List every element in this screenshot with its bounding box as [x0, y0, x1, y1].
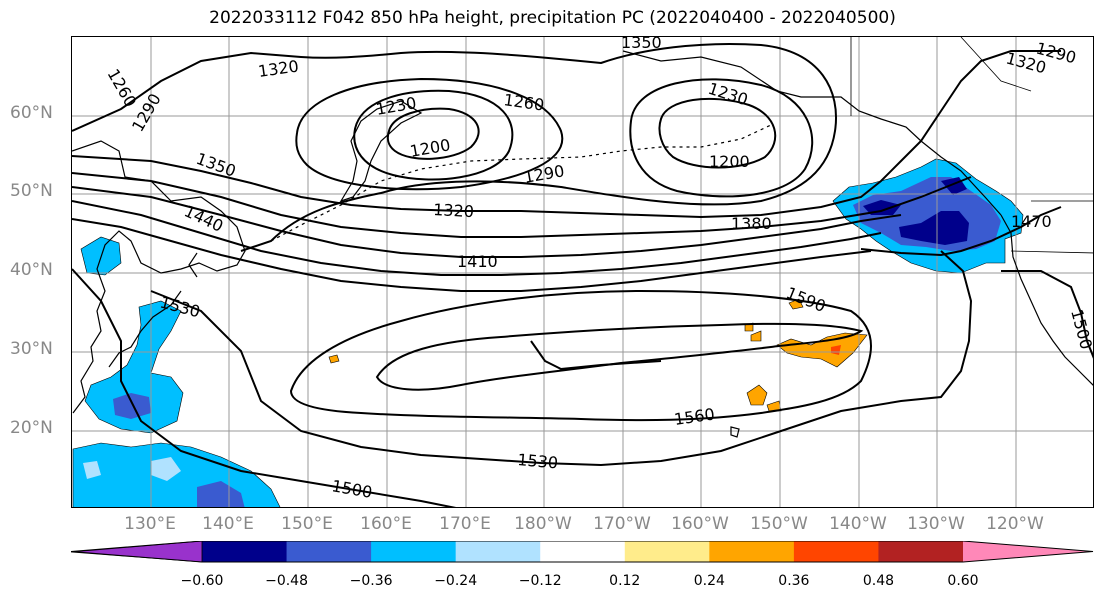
lon-label-150w: 150°W	[750, 514, 808, 534]
precip-positive-shading	[328, 298, 868, 412]
colorbar-tick-label: −0.12	[518, 573, 562, 589]
map-title: 2022033112 F042 850 hPa height, precipit…	[209, 8, 896, 28]
contour-1230-east	[629, 78, 814, 198]
contour-label: 1500	[1067, 307, 1094, 351]
coastlines	[72, 37, 1093, 438]
contour-label: 1230	[374, 93, 417, 119]
precip-area-ryukyu-light	[83, 457, 181, 481]
contour-1410	[72, 200, 882, 276]
colorbar-segment	[709, 541, 795, 562]
colorbar-segment	[793, 541, 879, 562]
contour-1590	[375, 322, 864, 391]
height-contours	[72, 42, 1093, 507]
contour-1350	[72, 172, 972, 238]
contour-label: 1530	[517, 450, 559, 472]
coast-north-america	[1000, 214, 1093, 386]
contour-1230-west	[353, 89, 514, 181]
colorbar-extend-high	[963, 541, 1093, 562]
contour-label: 1380	[731, 214, 772, 233]
contour-1530	[150, 250, 973, 467]
contour-label: 1470	[1011, 212, 1052, 231]
lat-label-60n: 60°N	[10, 103, 53, 123]
contour-1290	[72, 42, 837, 252]
lon-label-170e: 170°E	[439, 514, 491, 534]
colorbar-segment	[455, 541, 541, 562]
precip-area-hawaii-south	[746, 384, 782, 412]
contour-label: 1350	[621, 37, 662, 52]
colorbar-segments	[71, 541, 1094, 563]
colorbar-tick-label: −0.48	[265, 573, 308, 589]
contour-1500-east	[1001, 270, 1093, 359]
colorbar-tick-label: 0.60	[947, 573, 979, 589]
contour-label: 1260	[502, 90, 545, 114]
contour-1200-west	[386, 107, 480, 160]
contour-label: 1320	[433, 200, 475, 221]
map-plot: 1350 1320 1290 1260 1230 1200 1260 1290 …	[72, 37, 1094, 507]
contour-label: 1230	[706, 79, 751, 110]
lon-label-160e: 160°E	[360, 514, 412, 534]
colorbar-segment	[878, 541, 964, 562]
coast-japan	[108, 252, 198, 368]
colorbar-extend-low	[71, 541, 202, 562]
colorbar-segment	[286, 541, 372, 562]
coast-alaska	[622, 50, 1002, 216]
lat-label-50n: 50°N	[10, 181, 53, 201]
precip-area-ryukyu	[72, 442, 281, 507]
contour-label: 1260	[104, 66, 141, 111]
colorbar-tick-label: 0.12	[609, 573, 641, 589]
lon-label-150e: 150°E	[281, 514, 333, 534]
precip-area-japan-south-inner	[113, 393, 151, 419]
contour-1200-east	[658, 97, 777, 169]
precip-area-hawaii-northeast	[776, 332, 868, 368]
contour-1260-west	[295, 77, 564, 191]
map-panel: 1350 1320 1290 1260 1230 1200 1260 1290 …	[71, 36, 1094, 508]
contour-1320	[72, 50, 1061, 219]
colorbar-tick-label: 0.36	[778, 573, 810, 589]
lat-label-20n: 20°N	[10, 418, 53, 438]
contour-label: 1500	[330, 476, 373, 502]
precip-area-ryukyu-inner	[197, 481, 245, 507]
coast-hawaii	[730, 426, 740, 438]
lon-label-140e: 140°E	[202, 514, 254, 534]
colorbar	[71, 541, 1094, 563]
contour-label: 1320	[257, 56, 300, 80]
lon-label-120w: 120°W	[986, 514, 1044, 534]
colorbar-tick-label: 0.48	[862, 573, 895, 589]
precip-area-gulf-of-alaska-core	[863, 177, 969, 245]
contour-label: 1200	[709, 152, 750, 171]
contour-label: 1560	[673, 404, 716, 428]
colorbar-tick-label: −0.36	[349, 573, 393, 589]
contour-label: 1590	[784, 283, 829, 316]
contour-1440	[72, 218, 872, 292]
coast-asia	[72, 140, 246, 414]
coast-aleutians	[270, 124, 772, 242]
contour-label: 1410	[457, 252, 498, 271]
precip-area-hawaii-small	[328, 298, 804, 364]
lon-label-180w: 180°W	[514, 514, 572, 534]
lon-label-170w: 170°W	[593, 514, 651, 534]
contour-label: 1290	[522, 161, 565, 187]
lon-label-160w: 160°W	[671, 514, 729, 534]
colorbar-segment	[371, 541, 457, 562]
contour-1500	[72, 268, 457, 507]
colorbar-segment	[540, 541, 626, 562]
lon-label-130w: 130°W	[907, 514, 965, 534]
contour-1470	[860, 206, 1062, 257]
colorbar-tick-label: 0.24	[693, 573, 725, 589]
lon-label-140w: 140°W	[829, 514, 887, 534]
contour-label: 1350	[194, 149, 239, 181]
colorbar-segment	[202, 541, 288, 562]
lat-label-40n: 40°N	[10, 260, 53, 280]
lon-label-130e: 130°E	[124, 514, 176, 534]
coast-kamchatka	[339, 100, 423, 203]
colorbar-tick-label: −0.60	[180, 573, 224, 589]
lat-label-30n: 30°N	[10, 339, 53, 359]
coast-borders	[850, 37, 1093, 254]
contour-label: 1440	[181, 201, 226, 235]
colorbar-tick-label: −0.24	[434, 573, 478, 589]
colorbar-segment	[624, 541, 710, 562]
contour-1560-detail	[530, 340, 662, 371]
contour-1560	[289, 289, 872, 422]
contour-1380	[72, 186, 902, 258]
